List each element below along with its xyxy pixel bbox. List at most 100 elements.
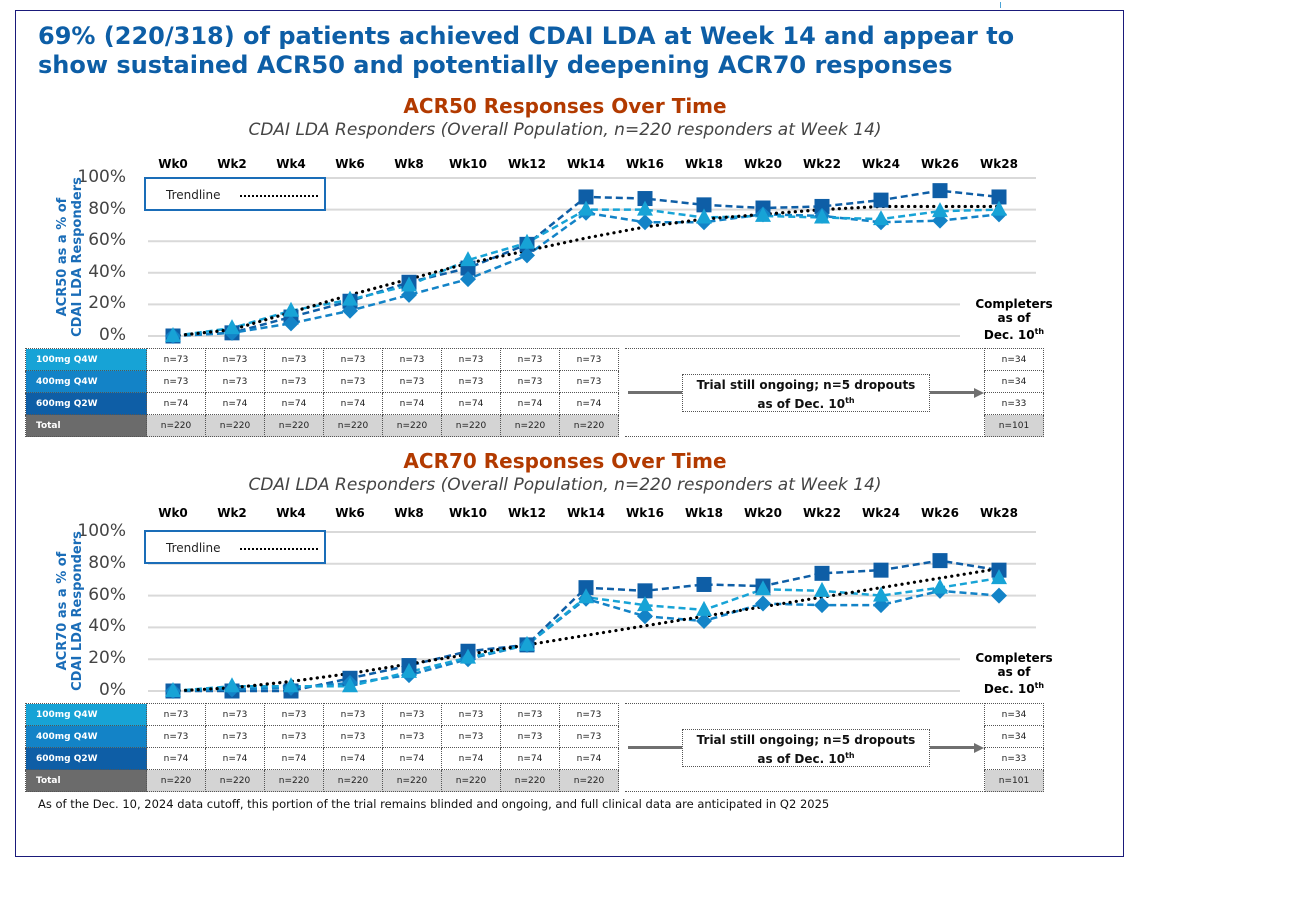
n-count-cell: n=73 [382,703,442,726]
x-tick-label: Wk4 [276,506,306,520]
x-tick-label: Wk16 [626,506,664,520]
completers-count-cell: n=33 [984,747,1044,770]
completers-count-cell: n=101 [984,414,1044,437]
n-count-cell: n=220 [205,769,265,792]
data-point-square [637,583,653,599]
x-tick-label: Wk10 [449,506,487,520]
completers-line2: as of [997,311,1031,325]
completers-line3: Dec. 10th [983,327,1045,342]
x-tick-label: Wk6 [335,157,365,171]
ongoing-gap-region [625,703,985,792]
x-tick-label: Wk14 [567,506,605,520]
x-tick-label: Wk22 [803,157,841,171]
data-point-diamond [696,613,712,630]
x-tick-label: Wk26 [921,157,959,171]
n-count-cell: n=220 [146,414,206,437]
x-tick-label: Wk14 [567,157,605,171]
x-tick-label: Wk0 [158,506,188,520]
data-point-triangle [873,586,889,602]
legend-acr70: Trendline [144,530,326,564]
series-line-trendline [171,566,1001,693]
table-row: Total n=220 n=220 n=220 n=220 n=220 n=220 n=220… [25,769,619,792]
legend-trendline-label: Trendline [166,541,221,555]
data-point-triangle [814,208,830,224]
x-tick-label: Wk2 [217,157,247,171]
x-tick-label: Wk24 [862,506,900,520]
completers-count-cell: n=34 [984,725,1044,748]
completers-line1: Completers [975,651,1053,665]
completers-table: n=34 n=34 n=33 n=101 [984,348,1044,437]
data-point-triangle [932,202,948,218]
table-row: 600mg Q2W n=74 n=74 n=74 n=74 n=74 n=74 n=74 n=7… [25,747,619,770]
chart-title-acr50: ACR50 Responses Over Time [403,94,727,118]
table-row: n=101 [984,414,1044,437]
x-tick-label: Wk20 [744,506,782,520]
data-point-triangle [342,677,358,693]
data-point-triangle [342,290,358,306]
n-count-cell: n=220 [323,769,383,792]
x-tick-label: Wk24 [862,157,900,171]
data-point-square [696,197,712,213]
completers-line2: as of [997,665,1031,679]
n-count-cell: n=220 [500,414,560,437]
completers-label-acr50: Completers as of Dec. 10th [964,297,1064,342]
data-point-triangle [401,276,417,292]
trial-ongoing-note: Trial still ongoing; n=5 dropouts as of D… [682,729,930,767]
data-point-triangle [696,600,712,616]
n-count-cell: n=74 [500,747,560,770]
y-tick-label: 100% [77,167,126,187]
data-point-triangle [519,635,535,651]
table-row: 100mg Q4W n=73 n=73 n=73 n=73 n=73 n=73 n=73 n=7… [25,703,619,726]
table-row: n=33 [984,747,1044,770]
x-tick-label: Wk18 [685,506,723,520]
n-count-cell: n=220 [264,769,324,792]
legend-trendline-label: Trendline [166,188,221,202]
y-tick-label: 0% [99,325,126,345]
x-tick-label: Wk0 [158,157,188,171]
table-row: 400mg Q4W n=73 n=73 n=73 n=73 n=73 n=73 n=73 n=7… [25,725,619,748]
y-tick-label: 40% [88,261,126,282]
data-point-diamond [342,302,358,319]
data-point-triangle [873,210,889,226]
n-count-cell: n=73 [264,725,324,748]
arrow-line-right [930,746,974,749]
n-count-cell: n=220 [264,414,324,437]
ongoing-note-line1: Trial still ongoing; n=5 dropouts [696,378,916,392]
x-tick-label: Wk22 [803,506,841,520]
data-point-triangle [401,662,417,678]
data-point-square [578,189,594,205]
y-tick-label: 60% [88,230,126,251]
n-count-cell: n=73 [559,725,619,748]
completers-count-cell: n=34 [984,703,1044,726]
n-count-cell: n=74 [441,747,501,770]
n-count-cell: n=220 [205,414,265,437]
data-point-diamond [755,595,771,612]
legend-acr50: Trendline [144,177,326,211]
ongoing-note-line1: Trial still ongoing; n=5 dropouts [696,733,916,747]
table-row: n=34 [984,703,1044,726]
n-count-cell: n=220 [559,414,619,437]
x-tick-label: Wk26 [921,506,959,520]
chart-title-acr70: ACR70 Responses Over Time [403,449,727,473]
group-label: 600mg Q2W [25,392,147,415]
arrow-line-left [628,391,683,394]
y-tick-label: 20% [88,648,126,669]
n-count-cell: n=220 [146,769,206,792]
table-row: n=101 [984,769,1044,792]
x-tick-label: Wk8 [394,157,424,171]
group-label: 400mg Q4W [25,725,147,748]
group-label: 400mg Q4W [25,370,147,393]
data-point-triangle [165,327,181,342]
y-tick-label: 80% [88,198,126,219]
data-point-diamond [283,315,299,332]
chart-subtitle-acr70: CDAI LDA Responders (Overall Population,… [248,475,882,495]
n-count-cell: n=73 [323,725,383,748]
table-row: Total n=220 n=220 n=220 n=220 n=220 n=220 n=220… [25,414,619,437]
data-point-diamond [460,271,476,288]
n-count-cell: n=73 [205,703,265,726]
legend-trendline-swatch [240,195,318,197]
n-count-cell: n=73 [264,703,324,726]
completers-line1: Completers [975,297,1053,311]
x-tick-label: Wk10 [449,157,487,171]
